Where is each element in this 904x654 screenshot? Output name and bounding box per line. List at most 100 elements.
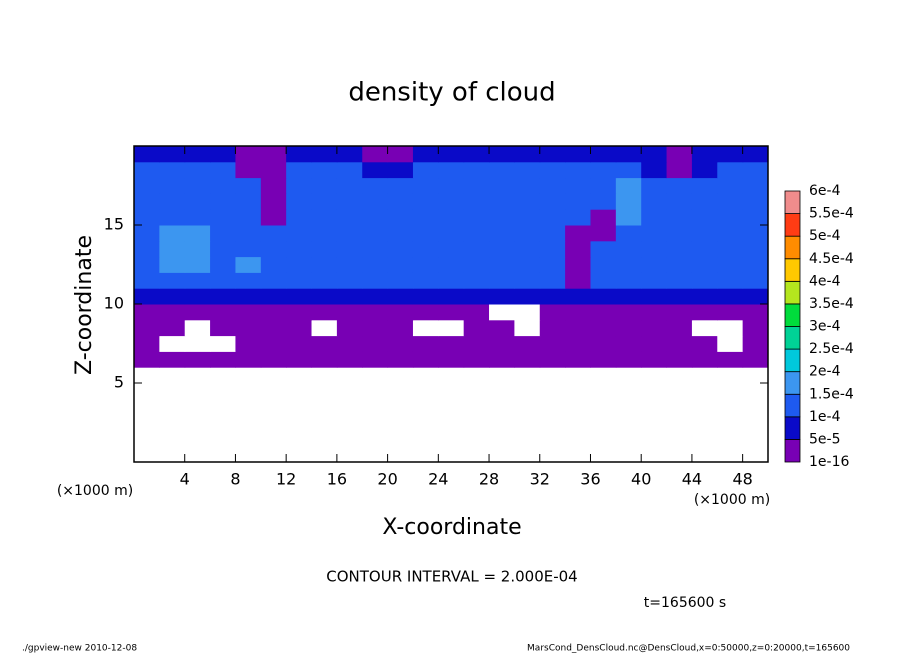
contour-cell [691, 225, 718, 242]
contour-cell [539, 209, 566, 226]
contour-cell [641, 367, 668, 384]
contour-cell [412, 319, 439, 337]
contour-cell [565, 240, 591, 258]
contour-cell [412, 146, 439, 163]
contour-cell [590, 304, 617, 321]
contour-cell [641, 288, 668, 305]
contour-cell [159, 177, 186, 194]
contour-cell [260, 256, 287, 273]
contour-cell [159, 367, 186, 384]
contour-cell [717, 288, 744, 305]
contour-cell [717, 240, 744, 258]
contour-cell [463, 240, 490, 258]
contour-cell [260, 351, 287, 368]
contour-cell [311, 367, 338, 384]
contour-cell [184, 209, 211, 226]
colorbar-box [784, 439, 801, 463]
contour-cell [641, 256, 668, 273]
contour-cell [134, 177, 160, 194]
colorbar-box [784, 213, 801, 237]
contour-cell [235, 272, 262, 289]
contour-cell [159, 240, 186, 258]
contour-cell [412, 161, 439, 179]
x-tick-label: 4 [180, 470, 190, 489]
contour-cell [311, 161, 338, 179]
contour-cell [184, 193, 211, 210]
contour-cell [641, 177, 668, 194]
contour-cell [691, 367, 718, 384]
contour-cell [489, 319, 515, 337]
contour-cell [590, 240, 617, 258]
colorbar-box [784, 371, 801, 395]
contour-cell [235, 304, 262, 321]
contour-cell [210, 240, 236, 258]
contour-cell [463, 209, 490, 226]
contour-cell [438, 304, 465, 321]
contour-cell [615, 304, 642, 321]
contour-cell [362, 240, 389, 258]
contour-cell [387, 256, 414, 273]
contour-cell [438, 319, 465, 337]
x-tick-label: 28 [479, 470, 499, 489]
contour-cell [362, 146, 389, 163]
x-unit-label: (×1000 m) [694, 492, 770, 508]
contour-cell [539, 272, 566, 289]
contour-cell [590, 367, 617, 384]
contour-cell [286, 161, 313, 179]
contour-cell [717, 304, 744, 321]
contour-cell [311, 209, 338, 226]
contour-interval: CONTOUR INTERVAL = 2.000E-04 [326, 568, 577, 586]
contour-cell [717, 209, 744, 226]
colorbar-label: 2e-4 [809, 364, 841, 380]
contour-cell [362, 225, 389, 242]
contour-cell [742, 272, 769, 289]
contour-cell [412, 256, 439, 273]
colorbar-label: 3e-4 [809, 319, 841, 335]
colorbar-label: 4.5e-4 [809, 251, 854, 267]
contour-cell [717, 319, 744, 337]
contour-cell [184, 304, 211, 321]
contour-cell [742, 240, 769, 258]
contour-cell [184, 146, 211, 163]
contour-cell [311, 193, 338, 210]
colorbar-label: 5e-4 [809, 228, 841, 244]
contour-cell [666, 319, 693, 337]
colorbar-box [784, 280, 801, 305]
contour-cell [717, 161, 744, 179]
contour-cell [489, 193, 515, 210]
contour-cell [666, 177, 693, 194]
contour-cell [311, 288, 338, 305]
contour-cell [286, 209, 313, 226]
contour-cell [565, 335, 591, 352]
contour-cell [641, 209, 668, 226]
contour-cell [742, 256, 769, 273]
colorbar-box [784, 348, 801, 373]
contour-cell [134, 193, 160, 210]
contour-cell [210, 177, 236, 194]
contour-cell [311, 225, 338, 242]
colorbar-label: 5.5e-4 [809, 206, 854, 222]
contour-cell [184, 225, 211, 242]
contour-cell [539, 319, 566, 337]
contour-cell [286, 351, 313, 368]
y-tick-label: 15 [104, 215, 124, 234]
contour-cell [742, 193, 769, 210]
colorbar-label: 6e-4 [809, 183, 841, 199]
contour-cell [438, 225, 465, 242]
contour-cell [438, 288, 465, 305]
contour-cell [184, 177, 211, 194]
contour-cell [641, 240, 668, 258]
colorbar-label: 2.5e-4 [809, 341, 854, 357]
colorbar-label: 1e-16 [809, 454, 849, 470]
contour-cell [336, 193, 363, 210]
contour-cell [210, 351, 236, 368]
contour-cell [336, 288, 363, 305]
contour-cell [134, 272, 160, 289]
contour-cell [336, 304, 363, 321]
contour-cell [590, 351, 617, 368]
contour-cell [666, 256, 693, 273]
x-tick-label: 24 [428, 470, 448, 489]
contour-cell [565, 351, 591, 368]
x-tick-label: 12 [276, 470, 296, 489]
y-tick-label: 5 [114, 373, 124, 392]
